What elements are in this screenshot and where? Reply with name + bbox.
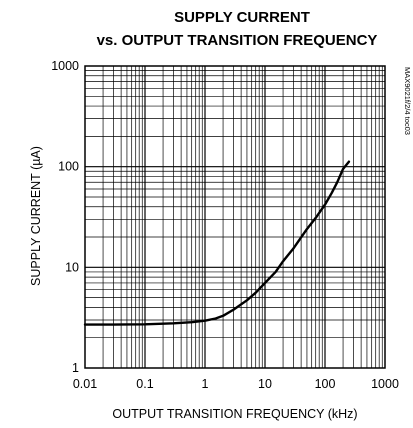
grid <box>85 66 385 368</box>
figure-code: MAX9021f/2/4 toc03 <box>403 67 412 135</box>
x-tick-label: 100 <box>315 377 336 391</box>
plot-frame <box>84 65 386 369</box>
x-tick-labels: 0.01 0.1 1 10 100 1000 <box>73 377 399 391</box>
chart-title: SUPPLY CURRENT <box>174 9 310 26</box>
y-tick-label: 10 <box>65 260 79 274</box>
x-tick-label: 10 <box>258 377 272 391</box>
y-axis-label: SUPPLY CURRENT (µA) <box>29 146 43 286</box>
x-tick-label: 1 <box>202 377 209 391</box>
x-tick-label: 1000 <box>371 377 399 391</box>
y-tick-labels: 1 10 100 1000 <box>51 59 79 375</box>
x-tick-label: 0.1 <box>136 377 153 391</box>
y-tick-label: 1 <box>72 361 79 375</box>
supply-current-curve <box>83 160 351 326</box>
chart-subtitle: vs. OUTPUT TRANSITION FREQUENCY <box>97 32 378 49</box>
y-tick-label: 100 <box>58 160 79 174</box>
curve-layer <box>83 160 351 326</box>
y-tick-label: 1000 <box>51 59 79 73</box>
x-tick-label: 0.01 <box>73 377 97 391</box>
x-axis-label: OUTPUT TRANSITION FREQUENCY (kHz) <box>112 407 357 421</box>
